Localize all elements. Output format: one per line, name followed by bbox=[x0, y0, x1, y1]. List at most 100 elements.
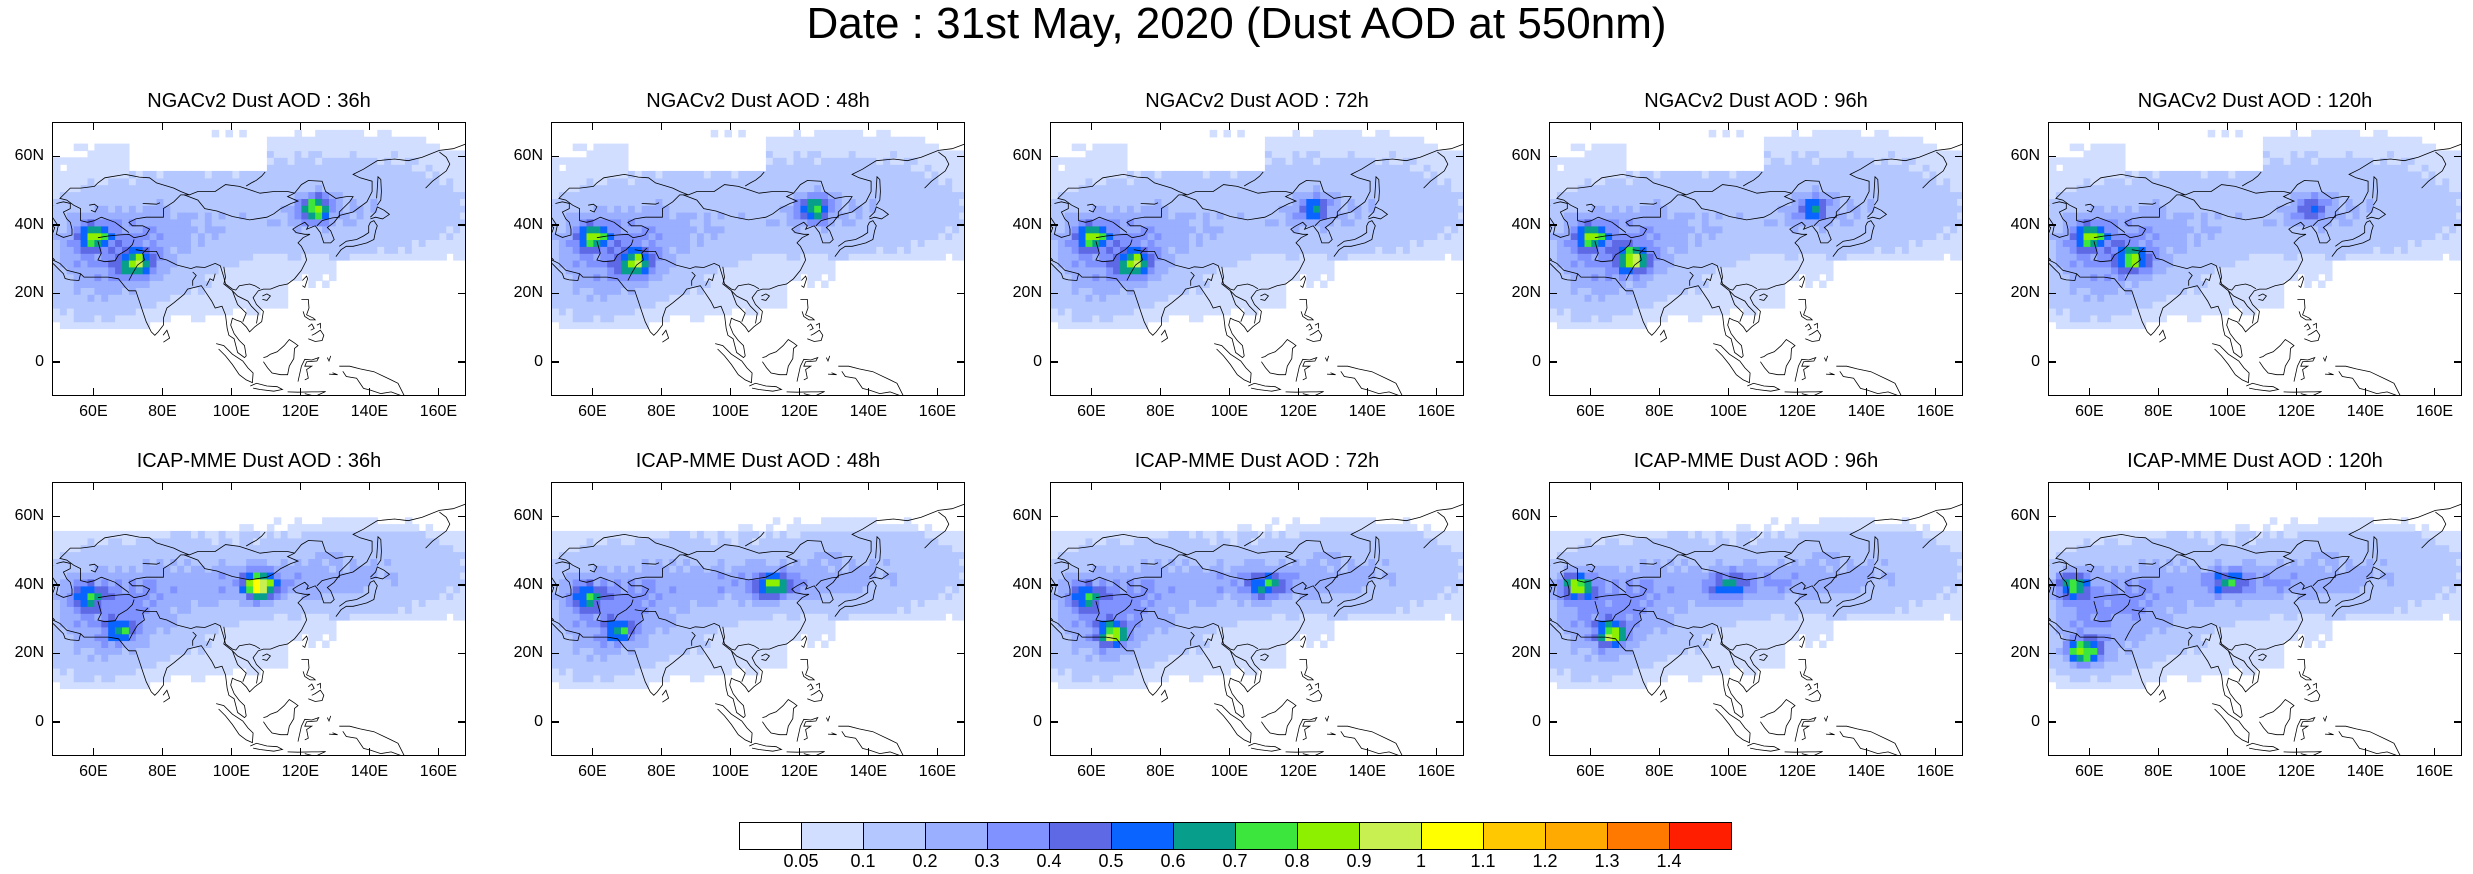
lat-tick bbox=[52, 155, 60, 158]
lat-label: 60N bbox=[2010, 507, 2040, 525]
panel-title: ICAP-MME Dust AOD : 96h bbox=[1633, 450, 1879, 472]
lon-tick bbox=[161, 482, 164, 490]
lon-label: 160E bbox=[2415, 403, 2454, 420]
lat-label: 60N bbox=[513, 507, 543, 525]
lat-tick bbox=[551, 652, 559, 655]
lon-label: 140E bbox=[1348, 763, 1387, 780]
panel-title: NGACv2 Dust AOD : 48h bbox=[646, 90, 870, 112]
lon-tick bbox=[2088, 122, 2091, 130]
lon-label: 160E bbox=[419, 403, 458, 420]
map-panel: ICAP-MME Dust AOD : 36h 60N 40N 20N 0 60E 80E 1… bbox=[2, 450, 482, 810]
lon-tick bbox=[2088, 748, 2091, 756]
lat-tick bbox=[1955, 515, 1963, 518]
map-svg bbox=[53, 129, 465, 395]
lat-tick bbox=[52, 361, 60, 363]
lat-tick bbox=[2454, 652, 2462, 655]
lat-tick bbox=[957, 361, 965, 363]
lon-tick bbox=[437, 122, 440, 130]
lon-tick bbox=[591, 388, 594, 396]
lon-tick bbox=[1159, 122, 1162, 130]
lon-label: 140E bbox=[849, 403, 888, 420]
lon-label: 160E bbox=[1916, 763, 1955, 780]
map-area bbox=[1050, 122, 1464, 396]
lon-tick bbox=[437, 388, 440, 396]
lon-tick bbox=[1934, 388, 1937, 396]
lon-tick bbox=[1435, 122, 1438, 130]
colorbar-label: 1 bbox=[1415, 851, 1426, 871]
lon-label: 60E bbox=[578, 403, 607, 420]
lon-label: 160E bbox=[1417, 763, 1456, 780]
lon-tick bbox=[798, 748, 801, 756]
lon-label: 140E bbox=[2346, 403, 2385, 420]
map-area bbox=[2048, 482, 2462, 756]
lat-tick bbox=[1456, 515, 1464, 518]
lon-tick bbox=[161, 388, 164, 396]
lon-tick bbox=[2364, 482, 2367, 490]
lat-label: 60N bbox=[14, 507, 44, 525]
lon-label: 60E bbox=[1077, 403, 1106, 420]
lon-tick bbox=[299, 122, 302, 130]
lat-tick bbox=[1549, 292, 1557, 295]
lon-tick bbox=[2433, 122, 2436, 130]
lon-tick bbox=[368, 122, 371, 130]
map-svg bbox=[552, 503, 964, 755]
lon-tick bbox=[2226, 748, 2229, 756]
lon-tick bbox=[1865, 388, 1868, 396]
lon-tick bbox=[936, 482, 939, 490]
lat-label: 20N bbox=[2010, 644, 2040, 662]
lat-tick bbox=[52, 721, 60, 723]
lon-tick bbox=[1297, 482, 1300, 490]
lat-label: 60N bbox=[2010, 147, 2040, 165]
lon-tick bbox=[1228, 388, 1231, 396]
lat-label: 0 bbox=[1532, 352, 1541, 370]
map-panel: NGACv2 Dust AOD : 96h 60N 40N 20N 0 60E 80E 100… bbox=[1499, 90, 1979, 450]
colorbar-label: 0.9 bbox=[1346, 851, 1372, 871]
lat-tick bbox=[1955, 721, 1963, 723]
lon-tick bbox=[867, 482, 870, 490]
map-panel: NGACv2 Dust AOD : 36h 60N 40N 20N 0 60E 80E 100… bbox=[2, 90, 482, 450]
lat-tick bbox=[52, 584, 60, 586]
colorbar-swatch bbox=[1483, 822, 1546, 850]
lon-tick bbox=[1727, 482, 1730, 490]
lat-tick bbox=[957, 292, 965, 295]
lon-label: 80E bbox=[2144, 763, 2173, 780]
lat-tick bbox=[551, 584, 559, 586]
lon-tick bbox=[660, 482, 663, 490]
lat-tick bbox=[2454, 361, 2462, 363]
lon-tick bbox=[92, 748, 95, 756]
colorbar-label: 0.05 bbox=[783, 851, 819, 871]
lat-tick bbox=[1456, 224, 1464, 226]
lat-tick bbox=[458, 224, 466, 226]
lat-tick bbox=[2048, 515, 2056, 518]
lat-tick bbox=[1050, 515, 1058, 518]
aod-field bbox=[53, 129, 465, 330]
lat-label: 40N bbox=[513, 215, 543, 233]
lon-label: 100E bbox=[1709, 403, 1748, 420]
lon-label: 100E bbox=[2208, 403, 2247, 420]
lon-tick bbox=[798, 388, 801, 396]
lat-tick bbox=[458, 721, 466, 723]
colorbar-label: 0.5 bbox=[1098, 851, 1124, 871]
page-title: Date : 31st May, 2020 (Dust AOD at 550nm… bbox=[806, 0, 1667, 48]
lat-tick bbox=[52, 652, 60, 655]
lon-label: 120E bbox=[1279, 763, 1318, 780]
lon-tick bbox=[1658, 482, 1661, 490]
lon-tick bbox=[2433, 482, 2436, 490]
lon-tick bbox=[2433, 388, 2436, 396]
lon-tick bbox=[2364, 122, 2367, 130]
colorbar-swatch bbox=[739, 822, 802, 850]
lon-label: 80E bbox=[2144, 403, 2173, 420]
lat-label: 0 bbox=[2031, 712, 2040, 730]
map-svg bbox=[53, 503, 465, 755]
colorbar-swatch bbox=[801, 822, 864, 850]
lat-label: 60N bbox=[1012, 147, 1042, 165]
lat-tick bbox=[1050, 361, 1058, 363]
lon-tick bbox=[230, 388, 233, 396]
lon-tick bbox=[2295, 122, 2298, 130]
lat-tick bbox=[2454, 155, 2462, 158]
lon-label: 80E bbox=[647, 763, 676, 780]
lat-label: 20N bbox=[513, 284, 543, 302]
lon-tick bbox=[1658, 748, 1661, 756]
lat-tick bbox=[551, 515, 559, 518]
lon-tick bbox=[1589, 388, 1592, 396]
